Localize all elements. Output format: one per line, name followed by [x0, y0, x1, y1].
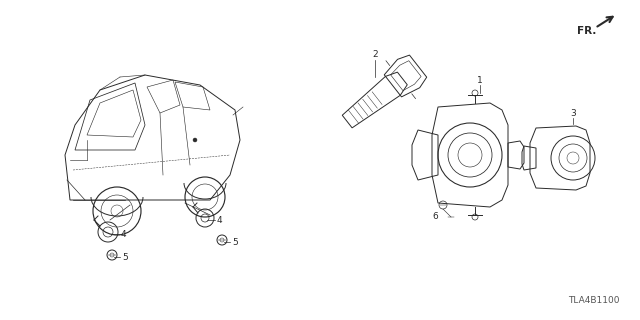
Text: 6: 6	[432, 212, 438, 221]
Text: 5: 5	[122, 252, 128, 261]
Circle shape	[193, 138, 197, 142]
Text: 3: 3	[570, 109, 576, 118]
Text: TLA4B1100: TLA4B1100	[568, 296, 620, 305]
Text: 5: 5	[232, 237, 237, 246]
Text: 4: 4	[217, 215, 223, 225]
Text: 1: 1	[477, 76, 483, 85]
Text: 4: 4	[121, 229, 127, 238]
Text: 2: 2	[372, 50, 378, 59]
Text: FR.: FR.	[577, 26, 596, 36]
